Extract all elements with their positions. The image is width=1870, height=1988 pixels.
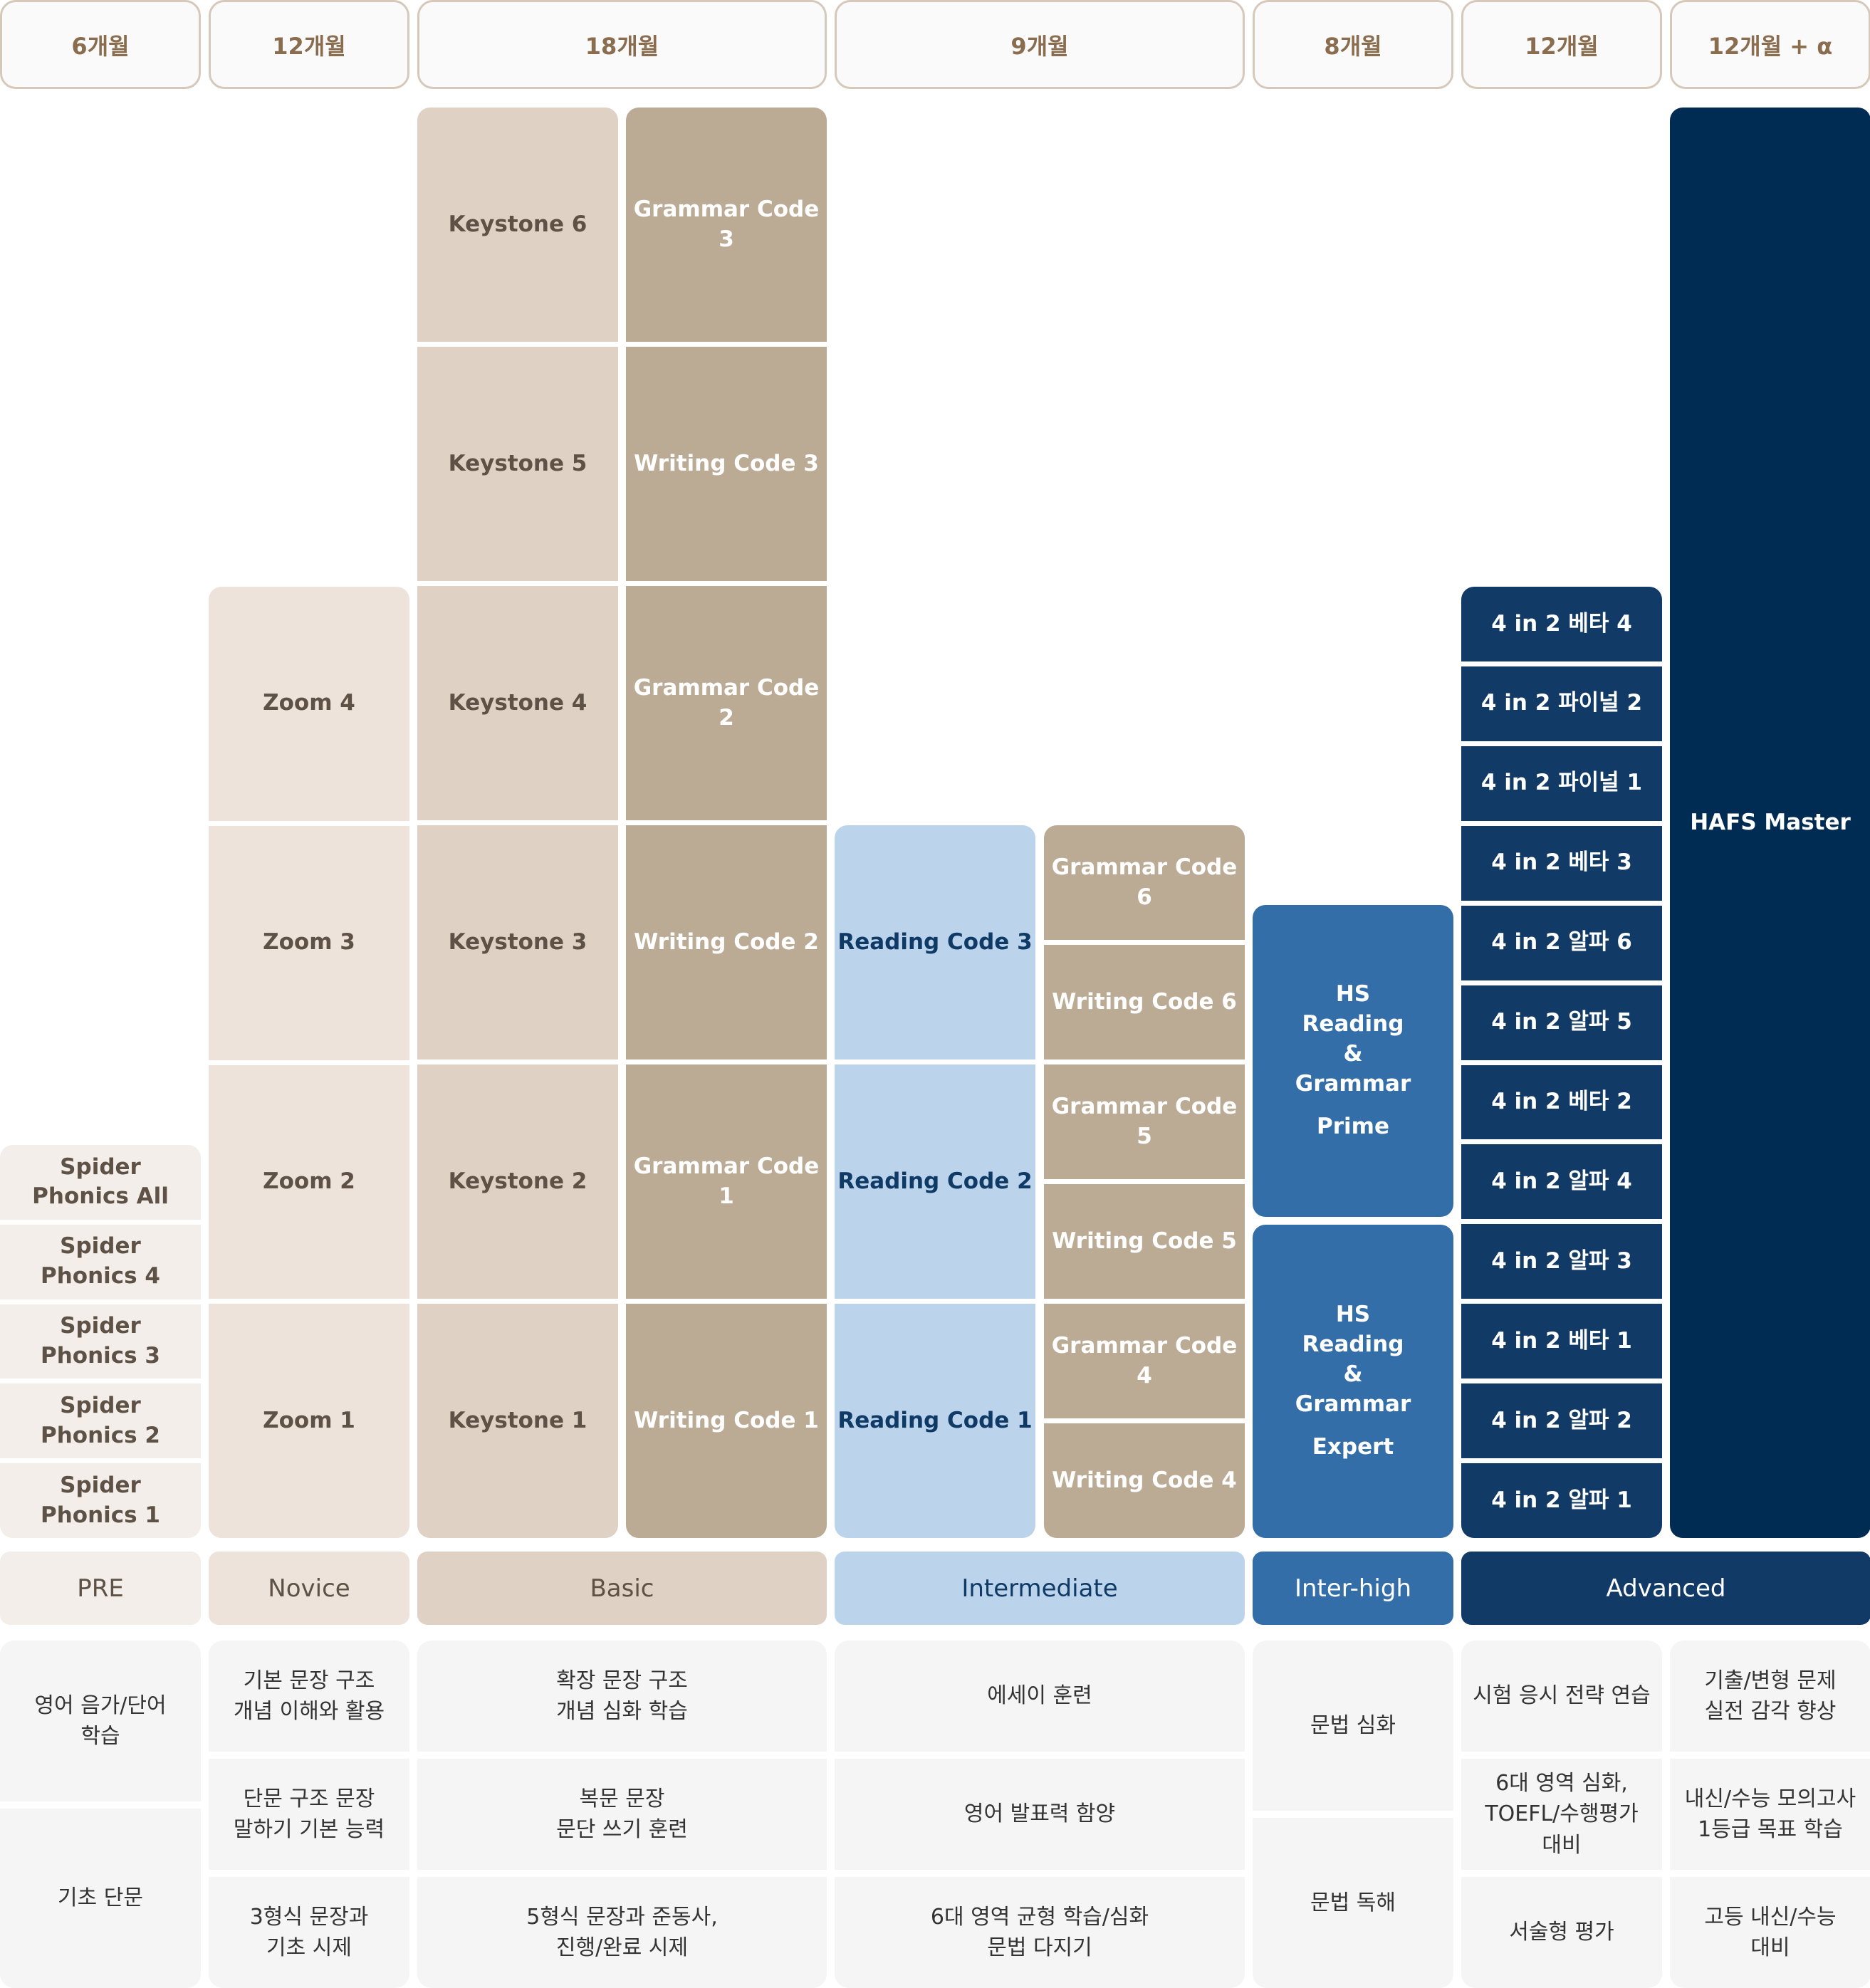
program-block[interactable]: 4 in 2 알파 5 (1461, 985, 1662, 1060)
program-block[interactable]: Zoom 3 (209, 825, 409, 1060)
program-block[interactable]: Grammar Code 1 (626, 1064, 827, 1299)
duration-header: 9개월 (835, 0, 1245, 89)
description-cell: 6대 영역 심화, TOEFL/수행평가 대비 (1461, 1759, 1662, 1870)
program-block[interactable]: 4 in 2 알파 6 (1461, 905, 1662, 980)
program-block[interactable]: Zoom 4 (209, 587, 409, 821)
description-cell: 복문 문장 문단 쓰기 훈련 (417, 1759, 827, 1870)
program-group-hs: HS Reading & Grammar Prime (1253, 905, 1453, 1217)
description-cell: 서술형 평가 (1461, 1877, 1662, 1988)
description-cell: 문법 심화 (1253, 1641, 1453, 1811)
program-block[interactable]: 4 in 2 파이널 2 (1461, 666, 1662, 741)
program-block[interactable]: Zoom 1 (209, 1304, 409, 1538)
program-title: HS Reading & Grammar (1295, 981, 1411, 1097)
program-group-code_basic: Grammar Code 3 Writing Code 3 Grammar Code… (626, 108, 827, 1538)
description-column: 문법 심화 문법 독해 (1253, 1641, 1453, 1988)
program-block[interactable]: Zoom 2 (209, 1064, 409, 1299)
program-block[interactable]: Grammar Code 5 (1044, 1064, 1245, 1179)
program-block[interactable]: Reading Code 3 (835, 825, 1035, 1060)
program-block[interactable]: HAFS Master (1670, 108, 1870, 1538)
description-column: 시험 응시 전략 연습 6대 영역 심화, TOEFL/수행평가 대비 서술형 평가 (1461, 1641, 1662, 1988)
description-column: 기출/변형 문제 실전 감각 향상 내신/수능 모의고사 1등급 목표 학습 고등 … (1670, 1641, 1870, 1988)
program-group-code_intermediate: Grammar Code 6 Writing Code 6 Grammar Code… (1044, 825, 1245, 1538)
program-block[interactable]: 4 in 2 베타 4 (1461, 587, 1662, 661)
program-block[interactable]: HS Reading & Grammar Prime (1253, 905, 1453, 1217)
description-column: 확장 문장 구조 개념 심화 학습 복문 문장 문단 쓰기 훈련 5형식 문장과 준… (417, 1641, 827, 1988)
program-block[interactable]: Writing Code 5 (1044, 1184, 1245, 1299)
description-cell: 에세이 훈련 (835, 1641, 1245, 1752)
program-block[interactable]: Grammar Code 2 (626, 586, 827, 820)
description-cell: 영어 발표력 함양 (835, 1759, 1245, 1870)
description-column: 영어 음가/단어 학습 기초 단문 (0, 1641, 201, 1988)
description-cell: 기출/변형 문제 실전 감각 향상 (1670, 1641, 1870, 1752)
program-block[interactable]: Keystone 1 (417, 1304, 618, 1538)
program-block[interactable]: Spider Phonics 4 (0, 1224, 201, 1299)
program-block[interactable]: Grammar Code 4 (1044, 1304, 1245, 1418)
program-block[interactable]: Writing Code 6 (1044, 945, 1245, 1060)
description-column: 에세이 훈련 영어 발표력 함양 6대 영역 균형 학습/심화 문법 다지기 (835, 1641, 1245, 1988)
program-block[interactable]: 4 in 2 베타 1 (1461, 1304, 1662, 1379)
program-block[interactable]: Keystone 3 (417, 825, 618, 1060)
level-label: Basic (417, 1552, 827, 1625)
program-block[interactable]: 4 in 2 파이널 1 (1461, 746, 1662, 821)
description-cell: 시험 응시 전략 연습 (1461, 1641, 1662, 1752)
program-block[interactable]: 4 in 2 알파 3 (1461, 1224, 1662, 1299)
program-block[interactable]: Grammar Code 6 (1044, 825, 1245, 940)
description-cell: 기본 문장 구조 개념 이해와 활용 (209, 1641, 409, 1752)
description-cell: 5형식 문장과 준동사, 진행/완료 시제 (417, 1877, 827, 1988)
level-label: Intermediate (835, 1552, 1245, 1625)
description-cell: 내신/수능 모의고사 1등급 목표 학습 (1670, 1759, 1870, 1870)
program-block[interactable]: Grammar Code 3 (626, 108, 827, 342)
duration-header: 8개월 (1253, 0, 1453, 89)
program-block[interactable]: Writing Code 1 (626, 1304, 827, 1538)
program-group-zoom: Zoom 4 Zoom 3 Zoom 2 Zoom 1 (209, 587, 409, 1538)
description-cell: 3형식 문장과 기초 시제 (209, 1877, 409, 1988)
program-block[interactable]: Keystone 5 (417, 347, 618, 581)
level-label: Inter-high (1253, 1552, 1453, 1625)
program-block[interactable]: 4 in 2 알파 4 (1461, 1144, 1662, 1220)
description-cell: 기초 단문 (0, 1809, 201, 1988)
program-title: HS Reading & Grammar (1295, 1302, 1411, 1417)
duration-header: 6개월 (0, 0, 201, 89)
level-label: Novice (209, 1552, 409, 1625)
program-block[interactable]: 4 in 2 알파 2 (1461, 1383, 1662, 1459)
level-label: Advanced (1461, 1552, 1870, 1625)
description-cell: 영어 음가/단어 학습 (0, 1641, 201, 1802)
program-block[interactable]: Writing Code 3 (626, 347, 827, 581)
description-cell: 고등 내신/수능 대비 (1670, 1877, 1870, 1988)
program-block[interactable]: 4 in 2 베타 2 (1461, 1064, 1662, 1140)
program-group-reading: Reading Code 3 Reading Code 2 Reading Code… (835, 825, 1035, 1538)
program-block[interactable]: Keystone 6 (417, 108, 618, 342)
program-block[interactable]: Keystone 4 (417, 586, 618, 820)
program-block[interactable]: Reading Code 2 (835, 1064, 1035, 1299)
program-group-keystone: Keystone 6 Keystone 5 Keystone 4 Keystone 3… (417, 108, 618, 1538)
duration-header: 12개월 (209, 0, 409, 89)
program-block[interactable]: Spider Phonics 3 (0, 1304, 201, 1379)
duration-header: 12개월 (1461, 0, 1662, 89)
program-group-spider: Spider Phonics All Spider Phonics 4 Spider… (0, 1145, 201, 1538)
program-block[interactable]: Keystone 2 (417, 1064, 618, 1299)
description-column: 기본 문장 구조 개념 이해와 활용 단문 구조 문장 말하기 기본 능력 3형식 … (209, 1641, 409, 1988)
description-cell: 단문 구조 문장 말하기 기본 능력 (209, 1759, 409, 1870)
program-block[interactable]: Writing Code 2 (626, 825, 827, 1060)
program-block[interactable]: Spider Phonics All (0, 1145, 201, 1220)
program-block[interactable]: 4 in 2 베타 3 (1461, 825, 1662, 901)
level-label: PRE (0, 1552, 201, 1625)
program-block[interactable]: Spider Phonics 2 (0, 1383, 201, 1459)
program-block[interactable]: Reading Code 1 (835, 1304, 1035, 1538)
program-block[interactable]: HS Reading & Grammar Expert (1253, 1225, 1453, 1538)
program-block[interactable]: Writing Code 4 (1044, 1423, 1245, 1538)
duration-header: 18개월 (417, 0, 827, 89)
program-block[interactable]: 4 in 2 알파 1 (1461, 1463, 1662, 1538)
description-cell: 확장 문장 구조 개념 심화 학습 (417, 1641, 827, 1752)
description-cell: 6대 영역 균형 학습/심화 문법 다지기 (835, 1877, 1245, 1988)
program-subtitle: Expert (1312, 1433, 1394, 1460)
description-cell: 문법 독해 (1253, 1818, 1453, 1988)
program-subtitle: Prime (1317, 1113, 1389, 1139)
program-block[interactable]: Spider Phonics 1 (0, 1463, 201, 1538)
program-group-master: HAFS Master (1670, 108, 1870, 1538)
duration-header: 12개월 + α (1670, 0, 1870, 89)
program-group-hs: HS Reading & Grammar Expert (1253, 1225, 1453, 1538)
